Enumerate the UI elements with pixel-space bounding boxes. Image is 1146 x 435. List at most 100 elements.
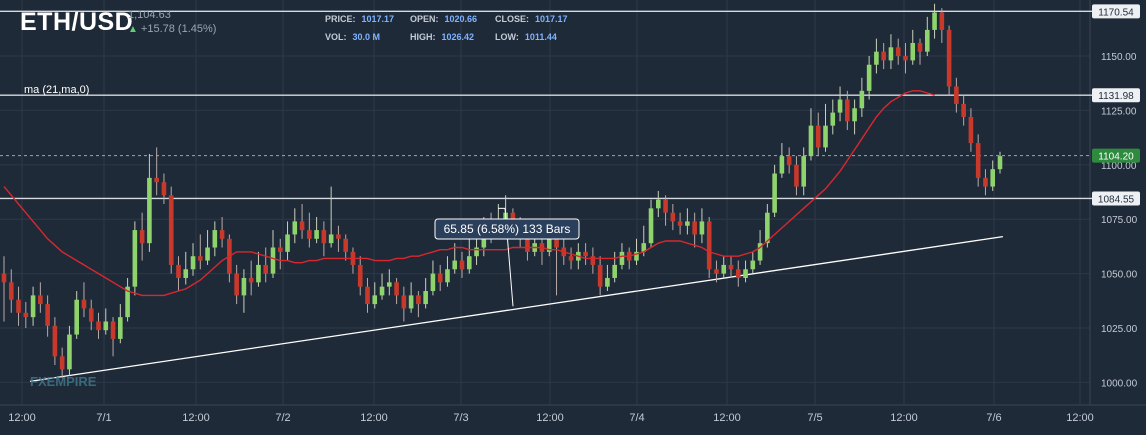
stat-value: 1017.17 [535,14,568,24]
candle-body [118,317,123,339]
candle-body [270,247,276,274]
candle-body [416,295,421,305]
candle-body [808,125,814,157]
candle-body [714,269,719,274]
x-tick-label: 12:00 [360,412,388,424]
y-tick-label: 1125.00 [1101,106,1137,117]
stat-value: 1011.44 [524,32,557,42]
measure-label-box [434,218,580,240]
stat-value: 1017.17 [361,14,395,24]
candle-body [990,169,996,187]
level-price-tag [1092,88,1140,103]
candle-body [997,156,1003,170]
candle-body [641,243,647,252]
candle-body [845,99,850,122]
candle-body [699,221,705,235]
candle-body [8,282,14,300]
candle-body [147,177,152,244]
candle-body [895,47,901,57]
candle-body [277,247,283,252]
candle-body [794,164,799,187]
candle-body [619,251,625,265]
stat-label: PRICE: [325,14,356,24]
candle-body [161,182,167,196]
candle-body [168,195,174,265]
candle-body [648,208,654,244]
candle-body [466,256,472,270]
candle-body [379,286,385,296]
last-price: 1,104.63 [128,9,171,21]
candle-body [343,238,348,252]
candle-body [256,264,261,283]
ma-indicator-label[interactable]: ma (21,ma,0) [24,84,90,96]
candle-body [765,212,770,244]
level-price-label: 1104.20 [1098,152,1134,163]
candle-body [103,321,109,331]
candle-body [663,199,668,213]
x-tick-label: 12:00 [536,412,564,424]
candle-body [125,286,130,318]
candle-body [801,156,806,187]
candle-body [656,199,661,209]
candle-body [387,282,392,287]
candle-body [16,299,21,313]
price-change-value: +15.78 (1.45%) [140,23,217,35]
stat-value: 30.0 M [352,32,381,42]
y-tick-label: 1100.00 [1101,161,1137,172]
candle-body [212,230,218,248]
candle-body [924,29,930,52]
x-tick-label: 12:00 [182,412,210,424]
watermark-logo: FXEMPIRE [30,374,97,389]
candle-body [961,103,966,117]
candle-body [176,264,181,278]
x-tick-label: 12:00 [8,412,36,424]
candle-body [328,234,334,244]
candle-body [408,295,414,309]
support-trendline [29,235,1003,382]
candle-body [321,230,327,244]
candle-body [772,173,777,213]
candle-body [706,221,712,270]
candle-body [823,125,828,148]
y-tick-label: 1050.00 [1101,270,1138,281]
stat-value: 1020.66 [444,14,478,24]
candle-body [67,334,72,370]
stat-high: HIGH: 1026.42 [410,32,474,42]
y-tick-label: 1075.00 [1101,215,1138,226]
candle-body [939,12,945,30]
moving-average-line [3,90,935,297]
stat-close: CLOSE: 1017.17 [495,14,568,24]
candle-body [183,269,189,278]
candle-body [946,29,952,87]
candle-body [983,177,988,187]
candle-body [81,299,87,309]
candle-body [605,277,610,287]
candle-body [292,221,298,235]
candle-body [401,295,407,309]
candle-body [299,221,305,231]
candle-body [874,51,879,65]
candle-body [525,234,530,252]
x-tick-label: 7/4 [629,412,644,424]
up-arrow-icon: ▲ [128,24,138,35]
candle-body [59,356,65,370]
candle-body [190,256,196,270]
level-price-label: 1170.54 [1098,7,1134,18]
candle-body [786,156,792,165]
candle-body [336,234,341,239]
stat-label: CLOSE: [495,14,530,24]
x-tick-label: 7/1 [96,412,111,424]
candle-body [815,125,821,148]
candle-body [110,321,116,339]
candle-body [830,112,836,126]
level-price-tag [1092,148,1140,163]
candle-body [241,277,247,296]
candle-body [23,312,29,318]
candle-body [692,221,697,235]
stat-open: OPEN: 1020.66 [410,14,477,24]
candle-body [735,269,741,278]
candle-body [285,234,290,252]
candle-body [45,304,50,326]
candle-body [307,230,312,239]
